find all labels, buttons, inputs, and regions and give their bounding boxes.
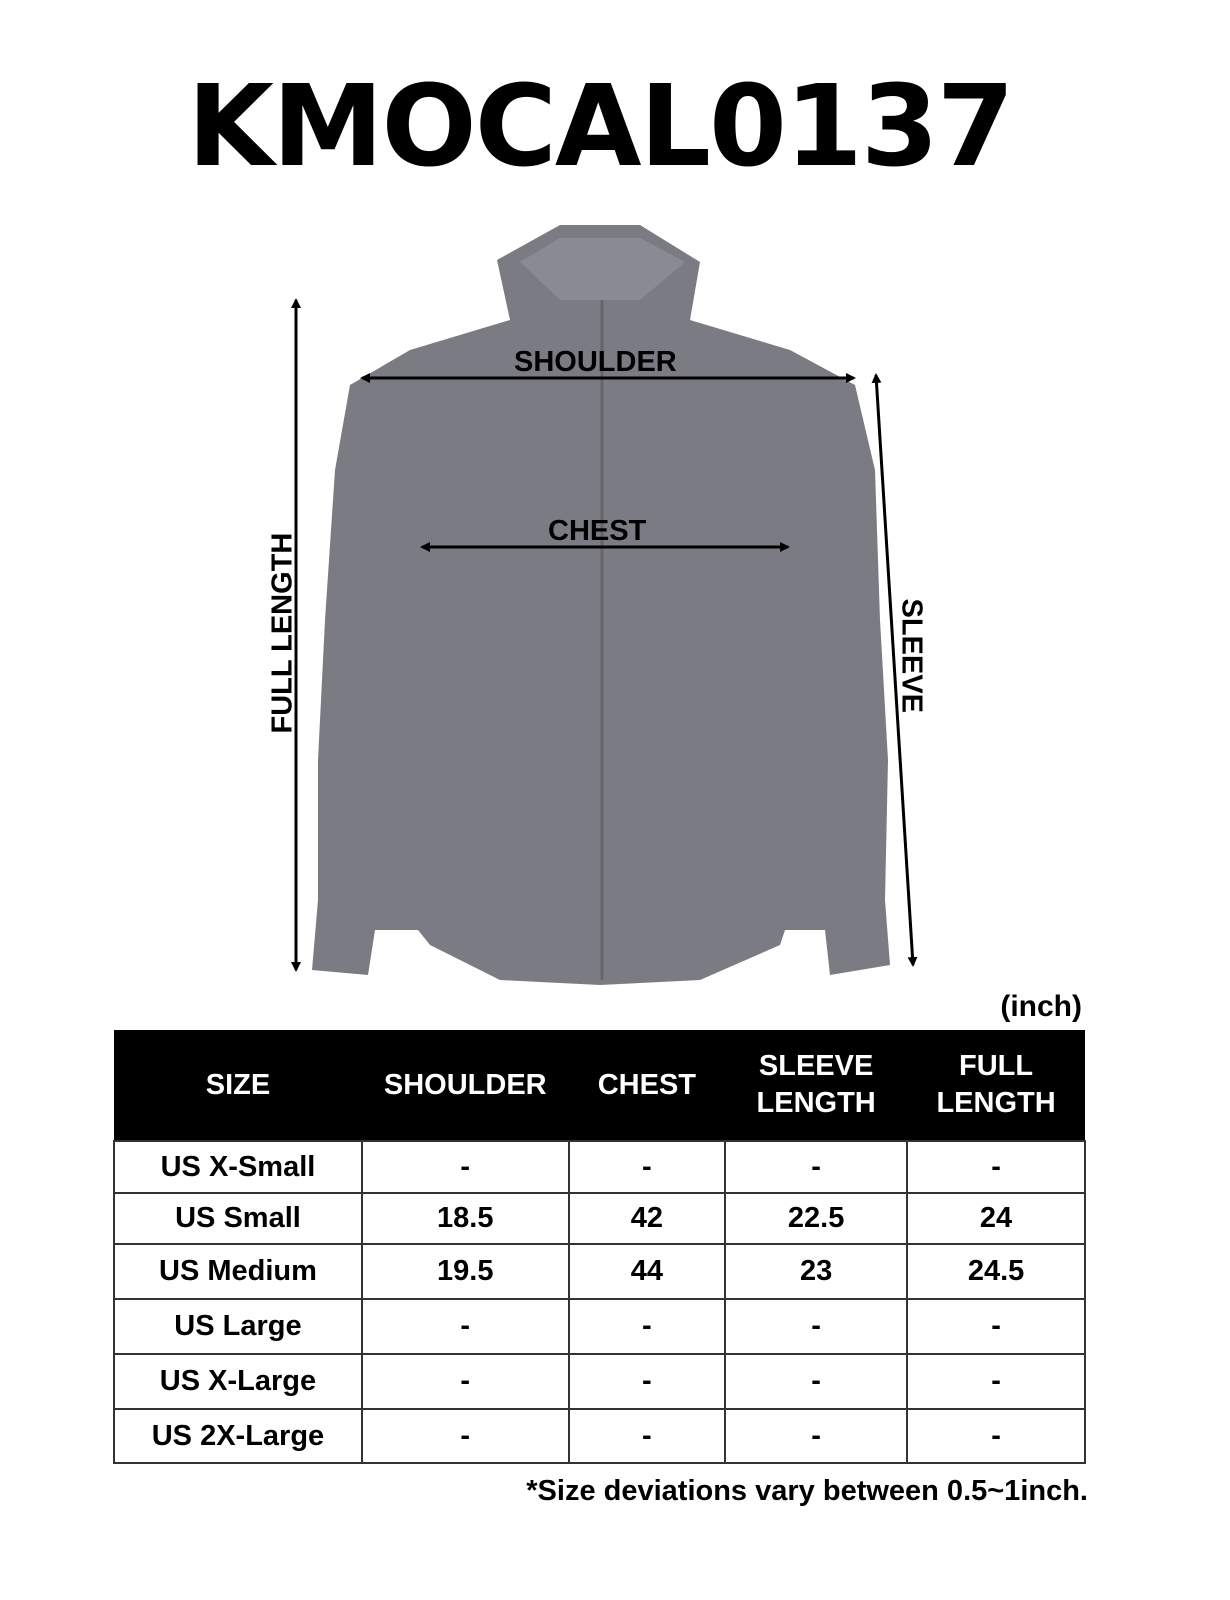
measurement-cell: - (567, 1353, 727, 1410)
table-row: US Small 18.5 42 22.5 24 (113, 1192, 1086, 1245)
measurement-cell: - (906, 1140, 1086, 1194)
measurement-cell: 23 (724, 1243, 909, 1300)
measurement-cell: 18.5 (360, 1192, 570, 1245)
measurement-cell: - (724, 1298, 909, 1355)
measurement-cell: - (906, 1298, 1086, 1355)
measurement-cell: - (360, 1353, 570, 1410)
table-row: US 2X-Large - - - - (113, 1408, 1086, 1464)
measurement-cell: - (724, 1408, 909, 1464)
unit-label: (inch) (1000, 990, 1082, 1023)
measurement-cell: 42 (567, 1192, 727, 1245)
measurement-cell: 19.5 (360, 1243, 570, 1300)
size-cell: US 2X-Large (113, 1408, 363, 1464)
size-table: SIZE SHOULDER CHEST SLEEVE LENGTH FULL L… (113, 1030, 1086, 1464)
measurement-cell: - (360, 1140, 570, 1194)
table-row: US X-Small - - - - (113, 1140, 1086, 1194)
size-cell: US Small (113, 1192, 363, 1245)
measurement-cell: - (906, 1408, 1086, 1464)
measurement-cell: 24.5 (906, 1243, 1086, 1300)
measurement-cell: - (360, 1298, 570, 1355)
size-cell: US X-Large (113, 1353, 363, 1410)
shoulder-label: SHOULDER (514, 346, 677, 378)
measurement-cell: 22.5 (724, 1192, 909, 1245)
full-length-label: FULL LENGTH (266, 532, 299, 734)
header-size: SIZE (114, 1030, 362, 1141)
chest-label: CHEST (548, 515, 647, 547)
measurement-cell: 24 (906, 1192, 1086, 1245)
size-cell: US X-Small (113, 1140, 363, 1194)
measurement-cell: 44 (567, 1243, 727, 1300)
sleeve-label: SLEEVE (895, 598, 928, 713)
header-full-length: FULL LENGTH (907, 1030, 1085, 1141)
measurement-cell: - (567, 1140, 727, 1194)
product-code-title: KMOCAL0137 (187, 62, 1014, 192)
measurement-cell: - (567, 1408, 727, 1464)
table-row: US X-Large - - - - (113, 1353, 1086, 1410)
sleeve-arrow (871, 373, 918, 967)
measurement-cell: - (360, 1408, 570, 1464)
sweater-illustration (291, 225, 918, 985)
table-row: US Large - - - - (113, 1298, 1086, 1355)
header-sleeve-length: SLEEVE LENGTH (725, 1030, 908, 1141)
measurement-cell: - (724, 1353, 909, 1410)
measurement-cell: - (724, 1140, 909, 1194)
measurement-cell: - (906, 1353, 1086, 1410)
size-cell: US Large (113, 1298, 363, 1355)
table-row: US Medium 19.5 44 23 24.5 (113, 1243, 1086, 1300)
size-cell: US Medium (113, 1243, 363, 1300)
measurement-cell: - (567, 1298, 727, 1355)
header-chest: CHEST (568, 1030, 726, 1141)
size-deviation-note: *Size deviations vary between 0.5~1inch. (526, 1475, 1088, 1507)
table-header-row: SIZE SHOULDER CHEST SLEEVE LENGTH FULL L… (114, 1030, 1085, 1141)
header-shoulder: SHOULDER (361, 1030, 569, 1141)
